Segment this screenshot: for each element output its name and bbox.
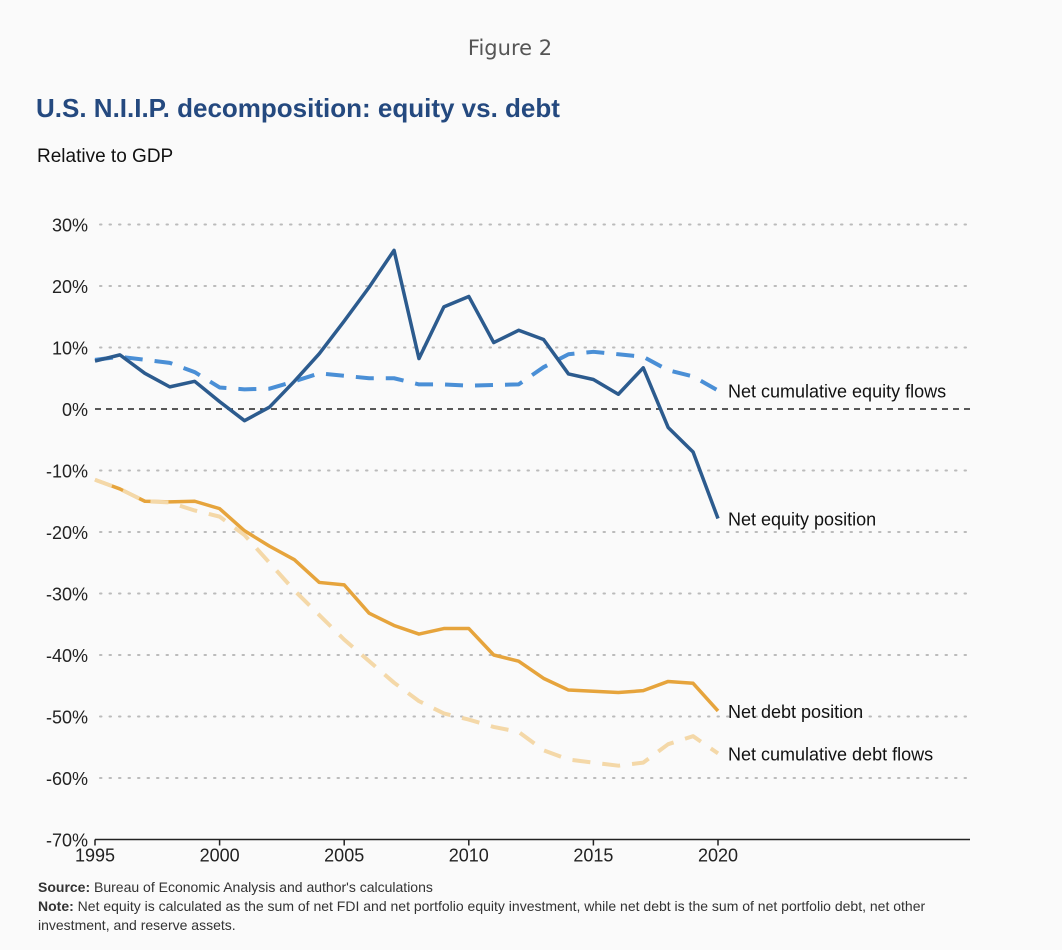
- series-line-net-debt-position: [94, 478, 720, 713]
- y-tick-label: -20%: [46, 523, 88, 543]
- x-tick-label: 2000: [200, 846, 240, 866]
- y-tick-label: 0%: [62, 400, 88, 420]
- series-label: Net cumulative equity flows: [728, 382, 946, 402]
- source-label: Source:: [38, 879, 91, 895]
- y-tick-label: -70%: [46, 831, 88, 851]
- series-label: Net debt position: [728, 702, 863, 722]
- x-tick-label: 1995: [75, 846, 115, 866]
- y-tick-label: 20%: [52, 277, 88, 297]
- y-tick-label: -40%: [46, 646, 88, 666]
- y-tick-label: -10%: [46, 462, 88, 482]
- chart-title: U.S. N.I.I.P. decomposition: equity vs. …: [36, 93, 560, 123]
- y-tick-label: 30%: [52, 216, 88, 236]
- series-line-net-cumulative-equity-flows: [94, 349, 719, 393]
- series-line-net-cumulative-debt-flows: [94, 477, 720, 768]
- y-tick-label: 10%: [52, 339, 88, 359]
- series-line-net-equity-position: [94, 248, 720, 520]
- x-tick-label: 2015: [573, 846, 613, 866]
- note-text: Net equity is calculated as the sum of n…: [38, 898, 926, 933]
- x-tick-label: 2020: [698, 846, 738, 866]
- chart-subtitle: Relative to GDP: [37, 146, 174, 167]
- y-tick-label: -60%: [46, 769, 88, 789]
- figure-label: Figure 2: [467, 36, 553, 60]
- source-note: Source: Bureau of Economic Analysis and …: [38, 878, 938, 897]
- series-label: Net cumulative debt flows: [728, 744, 933, 764]
- x-tick-label: 2010: [449, 846, 489, 866]
- y-tick-label: -50%: [46, 708, 88, 728]
- footnote: Note: Net equity is calculated as the su…: [38, 897, 938, 935]
- source-text: Bureau of Economic Analysis and author's…: [90, 879, 433, 895]
- note-label: Note:: [38, 898, 74, 914]
- y-tick-label: -30%: [46, 585, 88, 605]
- x-tick-label: 2005: [324, 846, 364, 866]
- series-label: Net equity position: [728, 509, 876, 529]
